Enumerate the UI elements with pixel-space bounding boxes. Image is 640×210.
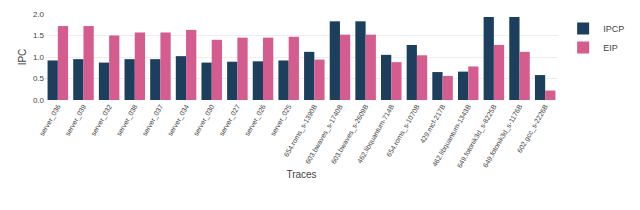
svg-text:server_027: server_027 (218, 103, 242, 137)
svg-text:IPCP: IPCP (603, 24, 624, 34)
svg-text:603.bwaves_s-1740B: 603.bwaves_s-1740B (304, 103, 345, 166)
svg-text:603.bwaves_s-2609B: 603.bwaves_s-2609B (330, 103, 371, 166)
svg-text:1.5: 1.5 (33, 31, 45, 40)
svg-text:649.fotonik3d_s-1176B: 649.fotonik3d_s-1176B (482, 103, 525, 169)
svg-text:EIP: EIP (603, 43, 618, 53)
svg-text:429.mcf-217B: 429.mcf-217B (419, 103, 447, 145)
svg-text:2.0: 2.0 (33, 10, 45, 19)
svg-text:462.libquantum-714B: 462.libquantum-714B (356, 103, 396, 165)
svg-text:server_030: server_030 (192, 103, 216, 137)
svg-text:server_025: server_025 (269, 103, 293, 137)
svg-text:462.libquantum-1343B: 462.libquantum-1343B (431, 103, 473, 168)
svg-text:649.fotonik3d_s-8225B: 649.fotonik3d_s-8225B (456, 103, 499, 170)
svg-text:server_036: server_036 (38, 103, 62, 137)
svg-text:IPC: IPC (17, 49, 28, 66)
svg-text:server_039: server_039 (64, 103, 88, 137)
svg-text:server_038: server_038 (115, 103, 139, 137)
svg-text:0.0: 0.0 (33, 96, 45, 105)
svg-text:server_037: server_037 (141, 103, 165, 137)
svg-text:0.5: 0.5 (33, 74, 45, 83)
svg-text:server_032: server_032 (89, 103, 113, 137)
svg-text:server_034: server_034 (166, 103, 190, 137)
svg-text:602.gcc_s-2226B: 602.gcc_s-2226B (516, 103, 550, 154)
svg-text:Traces: Traces (286, 169, 316, 180)
svg-text:1.0: 1.0 (33, 53, 45, 62)
svg-text:654.roms_s-1070B: 654.roms_s-1070B (385, 103, 422, 159)
svg-text:654.roms_s-1390B: 654.roms_s-1390B (283, 103, 320, 159)
svg-text:server_026: server_026 (243, 103, 267, 137)
